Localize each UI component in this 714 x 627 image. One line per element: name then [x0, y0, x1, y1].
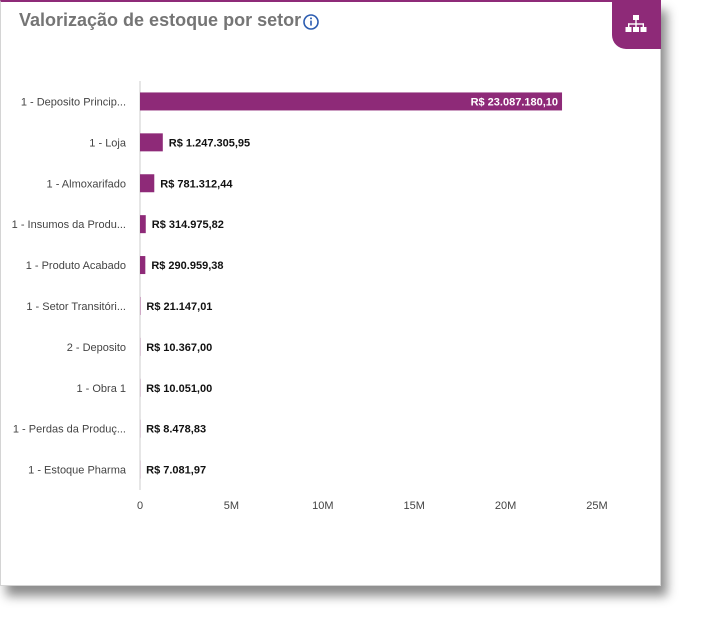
data-label: R$ 314.975,82	[152, 219, 224, 231]
bar	[140, 174, 155, 193]
data-label: R$ 21.147,01	[146, 301, 212, 313]
bar-chart: 1 - Deposito Princip... R$ 23.087.180,10 1…	[12, 81, 608, 512]
data-label: R$ 290.959,38	[151, 260, 223, 272]
data-label: R$ 8.478,83	[146, 424, 206, 436]
data-label: R$ 10.367,00	[146, 342, 212, 354]
x-tick-label: 15M	[403, 500, 424, 512]
bar	[140, 215, 146, 234]
bar	[140, 256, 146, 275]
data-label: R$ 781.312,44	[160, 178, 233, 190]
data-label: R$ 10.051,00	[146, 383, 212, 395]
category-label: 1 - Deposito Princip...	[21, 96, 126, 108]
sitemap-icon	[625, 15, 647, 32]
category-label: 2 - Deposito	[67, 342, 126, 354]
bar	[140, 92, 563, 111]
category-label: 1 - Perdas da Produç...	[13, 424, 126, 436]
x-tick-label: 0	[137, 500, 143, 512]
x-tick-label: 25M	[586, 500, 607, 512]
data-label: R$ 7.081,97	[146, 465, 206, 477]
info-circle-icon[interactable]	[302, 13, 320, 31]
data-label: R$ 1.247.305,95	[169, 137, 250, 149]
category-label: 1 - Obra 1	[76, 383, 126, 395]
x-tick-label: 5M	[224, 500, 239, 512]
category-label: 1 - Estoque Pharma	[28, 465, 127, 477]
bar	[140, 133, 163, 152]
x-tick-label: 20M	[495, 500, 516, 512]
x-tick-label: 10M	[312, 500, 333, 512]
chart-title: Valorização de estoque por setor	[19, 10, 302, 30]
category-label: 1 - Setor Transitóri...	[26, 301, 126, 313]
hierarchy-button[interactable]	[612, 0, 661, 49]
category-label: 1 - Almoxarifado	[47, 178, 126, 190]
category-label: 1 - Produto Acabado	[26, 260, 126, 272]
data-label: R$ 23.087.180,10	[471, 96, 558, 108]
category-label: 1 - Loja	[89, 137, 127, 149]
category-label: 1 - Insumos da Produ...	[12, 219, 126, 231]
